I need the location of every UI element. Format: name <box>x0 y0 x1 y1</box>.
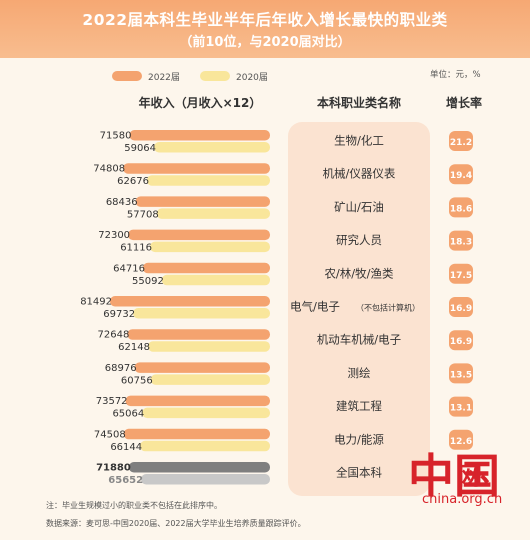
growth-badge <box>449 164 473 185</box>
value-label-2020: 61116 <box>120 243 152 254</box>
bar-2022 <box>125 395 271 407</box>
value-label-2020: 62148 <box>118 342 150 353</box>
value-label-2020: 66144 <box>110 442 142 453</box>
growth-badge <box>449 230 473 251</box>
value-label-2020: 59064 <box>124 143 156 154</box>
bar-2020 <box>147 341 270 352</box>
category-label: 生物/化工 <box>334 134 384 148</box>
category-note: （不包括计算机） <box>356 303 420 313</box>
value-label-2022: 68436 <box>106 197 138 208</box>
bar-2020 <box>161 274 270 286</box>
category-label: 机械/仪器仪表 <box>323 167 396 181</box>
category-label: 电气/电子 <box>290 300 340 314</box>
category-label: 矿山/石油 <box>334 200 384 214</box>
watermark-logo-wang: 网 <box>458 461 482 490</box>
growth-value: 13.5 <box>450 370 472 380</box>
growth-value: 18.6 <box>450 204 472 214</box>
category-label: 全国本科 <box>336 466 382 480</box>
bar-2022 <box>110 296 270 307</box>
bar-2022 <box>142 262 270 274</box>
bar-2022 <box>134 362 270 373</box>
value-label-2022: 74808 <box>93 164 125 175</box>
value-label-2022: 72648 <box>98 330 130 341</box>
bar-2020 <box>156 208 270 219</box>
growth-badge <box>449 263 473 284</box>
value-label-2020: 65652 <box>108 475 143 486</box>
bar-2022 <box>129 130 270 141</box>
bar-2020 <box>150 374 270 385</box>
value-label-2020: 62676 <box>117 176 149 187</box>
legend-label-2020: 2020届 <box>236 72 268 83</box>
bar-2020 <box>133 308 270 319</box>
value-label-2020: 69732 <box>103 309 135 320</box>
growth-badge <box>449 197 473 218</box>
category-label: 建筑工程 <box>336 399 382 413</box>
bar-2022 <box>128 229 270 241</box>
value-label-2022: 71580 <box>100 131 132 142</box>
growth-value: 13.1 <box>450 404 472 414</box>
legend-item-2022: 2022届 <box>112 70 180 83</box>
bar-2020 <box>154 142 270 153</box>
growth-badge <box>449 330 473 351</box>
china-org-watermark: 中国 网 china.org.cn <box>392 432 512 522</box>
category-label: 研究人员 <box>336 233 382 247</box>
legend-label-2022: 2022届 <box>148 72 180 83</box>
category-column-header: 本科职业类名称 <box>316 96 401 110</box>
growth-value: 16.9 <box>450 304 472 314</box>
legend-item-2020: 2020届 <box>200 70 268 83</box>
value-label-2022: 64716 <box>113 263 145 274</box>
category-label: 电力/能源 <box>334 432 384 446</box>
growth-badge <box>449 363 473 384</box>
growth-badge <box>449 429 473 450</box>
footnote-note: 注：毕业生规模过小的职业类不包括在此排序中。 <box>46 501 222 510</box>
growth-value: 18.3 <box>450 238 472 248</box>
category-panel <box>288 122 430 496</box>
value-label-2022: 72300 <box>98 230 130 241</box>
legend-swatch-2022 <box>112 71 142 81</box>
legend-swatch-2020 <box>200 71 230 81</box>
category-label: 农/林/牧/渔类 <box>324 266 394 280</box>
value-label-2022: 68976 <box>105 363 137 374</box>
growth-badge <box>449 131 473 151</box>
value-label-2022: 74508 <box>94 429 126 440</box>
category-label: 测绘 <box>348 366 371 380</box>
growth-value: 12.6 <box>450 437 472 447</box>
watermark-logo-glyph: 中国 <box>408 449 500 503</box>
footnote-source: 数据来源：麦可思-中国2020届、2022届大学毕业生培养质量跟踪评价。 <box>46 519 306 528</box>
growth-value: 16.9 <box>450 337 472 347</box>
bar-2022 <box>123 428 270 440</box>
growth-value: 21.2 <box>450 138 472 148</box>
unit-label: 单位：元，% <box>430 70 481 80</box>
bar-2020 <box>141 474 270 485</box>
growth-value: 17.5 <box>450 271 472 281</box>
value-label-2020: 60756 <box>121 375 153 386</box>
growth-column-header: 增长率 <box>445 96 482 110</box>
bar-2020 <box>142 407 270 419</box>
bar-2020 <box>150 241 270 253</box>
value-label-2020: 55092 <box>132 276 164 287</box>
income-column-header: 年收入（月收入×12） <box>138 96 262 110</box>
value-label-2022: 81492 <box>80 297 112 308</box>
value-label-2020: 65064 <box>112 409 144 420</box>
category-label: 机动车机械/电子 <box>317 333 401 347</box>
bar-2020 <box>146 175 270 186</box>
watermark-domain: china.org.cn <box>422 492 503 507</box>
bar-2022 <box>135 196 270 207</box>
growth-value: 19.4 <box>450 171 472 181</box>
value-label-2020: 57708 <box>127 209 159 220</box>
bar-2022 <box>127 329 270 340</box>
bar-2022 <box>128 462 270 473</box>
growth-badge <box>449 396 473 417</box>
value-label-2022: 71880 <box>96 463 131 474</box>
page-subtitle: （前10位，与2020届对比） <box>179 35 351 50</box>
growth-badge <box>449 297 473 317</box>
value-label-2022: 73572 <box>96 396 128 407</box>
page-title: 2022届本科生毕业半年后年收入增长最快的职业类 <box>82 11 448 29</box>
header-banner: 2022届本科生毕业半年后年收入增长最快的职业类 （前10位，与2020届对比） <box>0 0 530 58</box>
bar-2020 <box>140 440 270 452</box>
bar-2022 <box>123 163 270 174</box>
